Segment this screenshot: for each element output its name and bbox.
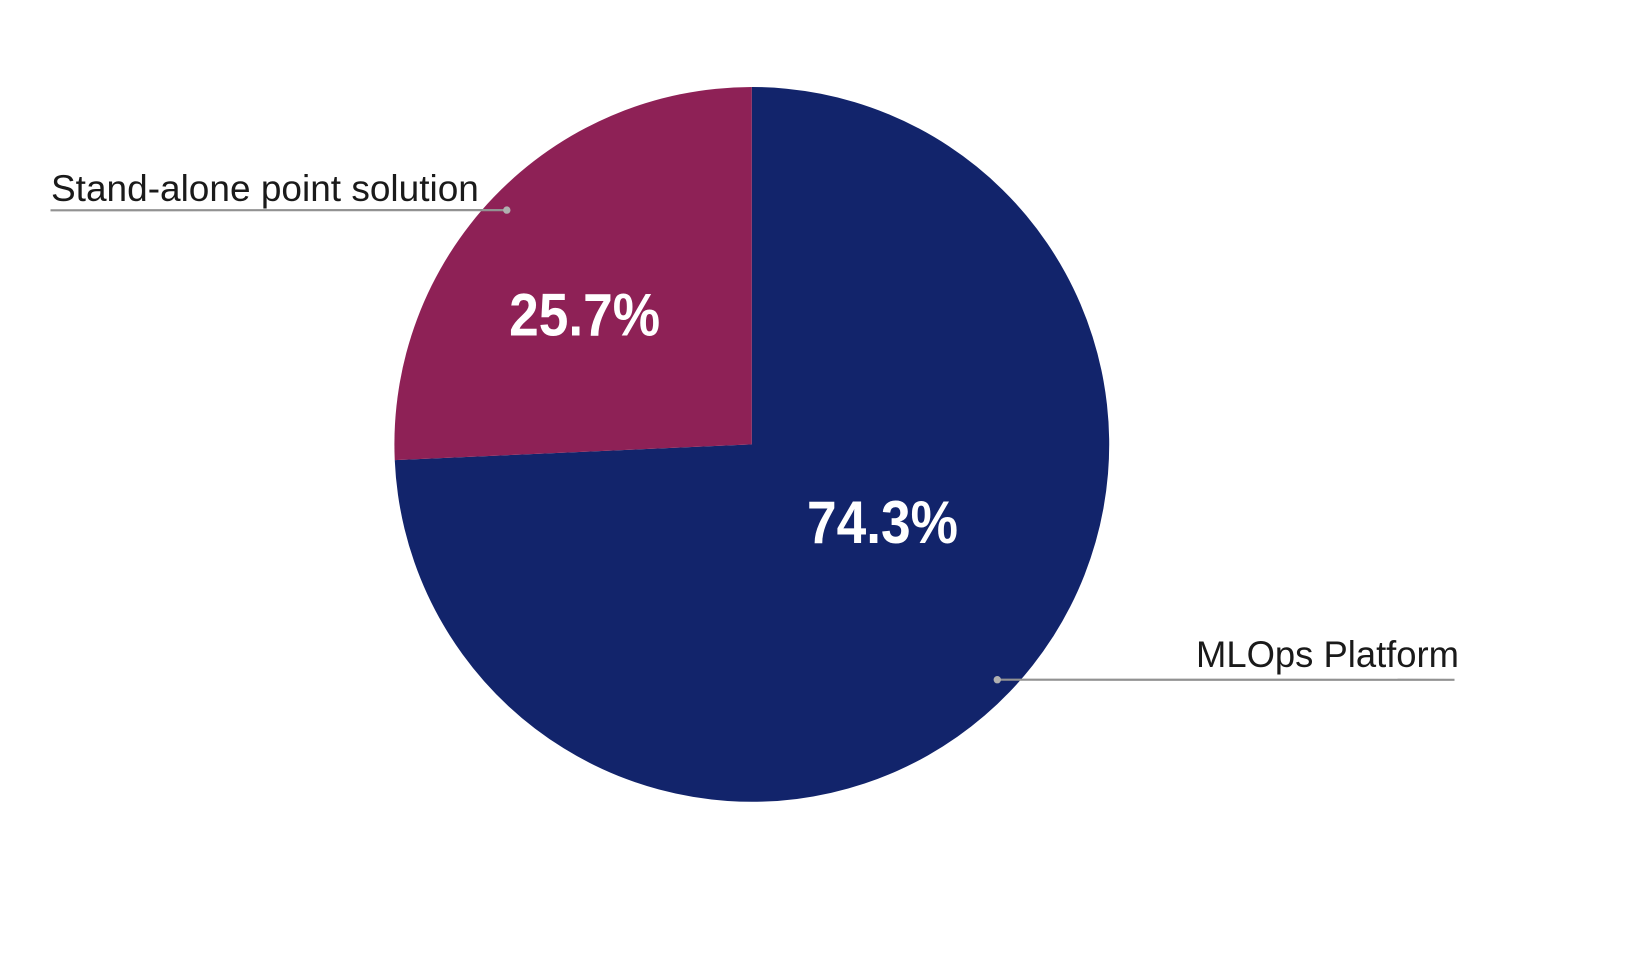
- svg-text:Stand-alone point solution: Stand-alone point solution: [51, 168, 479, 209]
- svg-text:74.3%: 74.3%: [807, 489, 958, 556]
- svg-text:MLOps Platform: MLOps Platform: [1196, 634, 1459, 675]
- svg-text:25.7%: 25.7%: [509, 282, 660, 349]
